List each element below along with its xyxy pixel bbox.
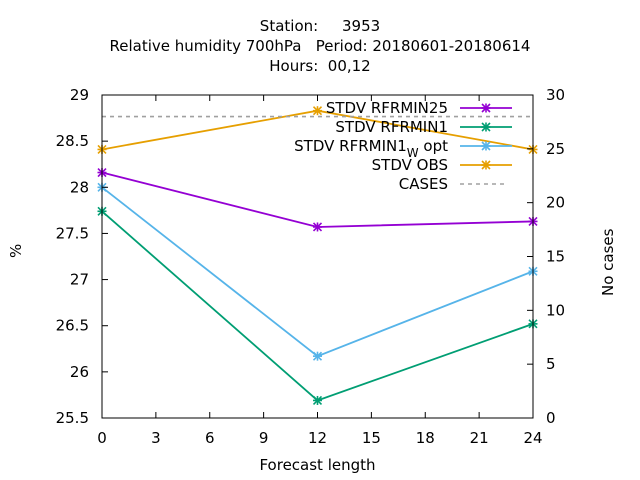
data-point-2-1: [312, 351, 323, 361]
legend-marker-1: [481, 122, 491, 132]
legend-marker-0: [481, 103, 491, 113]
series-line-1: [101, 210, 534, 402]
y2-axis-label: No cases: [599, 228, 617, 296]
x-axis-label: Forecast length: [259, 456, 375, 474]
y2-tick-label: 0: [546, 409, 556, 427]
x-tick-label: 3: [151, 429, 161, 447]
legend-marker-2: [481, 141, 491, 151]
chart-title-line-1: Station: 3953: [259, 17, 381, 35]
legend-marker-3: [481, 160, 491, 170]
y-tick-label: 27: [70, 271, 89, 289]
legend-label-3: STDV OBS: [372, 156, 448, 174]
y2-tick-label: 15: [546, 248, 565, 266]
y-tick-label: 28.5: [56, 132, 89, 150]
x-tick-label: 18: [416, 429, 435, 447]
y2-tick-label: 25: [546, 140, 565, 158]
data-point-0-1: [312, 222, 323, 232]
y-tick-label: 28: [70, 178, 89, 196]
x-tick-label: 21: [470, 429, 489, 447]
legend-label-1: STDV RFRMIN1: [335, 118, 448, 136]
x-tick-label: 24: [523, 429, 542, 447]
legend-label-0: STDV RFRMIN25: [326, 99, 448, 117]
chart-title-line-3: Hours: 00,12: [269, 57, 371, 75]
x-tick-label: 12: [308, 429, 327, 447]
x-tick-label: 0: [97, 429, 107, 447]
x-tick-label: 6: [205, 429, 215, 447]
y-tick-label: 26: [70, 363, 89, 381]
y2-tick-label: 30: [546, 86, 565, 104]
y-tick-label: 27.5: [56, 224, 89, 242]
y-tick-label: 25.5: [56, 409, 89, 427]
x-tick-label: 9: [259, 429, 269, 447]
y2-tick-label: 10: [546, 301, 565, 319]
y2-tick-label: 20: [546, 194, 565, 212]
legend-label-4: CASES: [399, 175, 448, 193]
y-axis-label: %: [7, 243, 25, 258]
y-tick-label: 29: [70, 86, 89, 104]
y-tick-label: 26.5: [56, 317, 89, 335]
chart-title-line-2: Relative humidity 700hPa Period: 2018060…: [109, 37, 531, 55]
series-line-0: [101, 171, 534, 228]
x-tick-label: 15: [362, 429, 381, 447]
data-point-1-1: [312, 395, 323, 406]
y2-tick-label: 5: [546, 355, 556, 373]
series-line-2: [101, 186, 534, 358]
data-point-3-1: [312, 106, 323, 116]
legend-label-2: STDV RFRMIN1W opt: [294, 137, 448, 160]
